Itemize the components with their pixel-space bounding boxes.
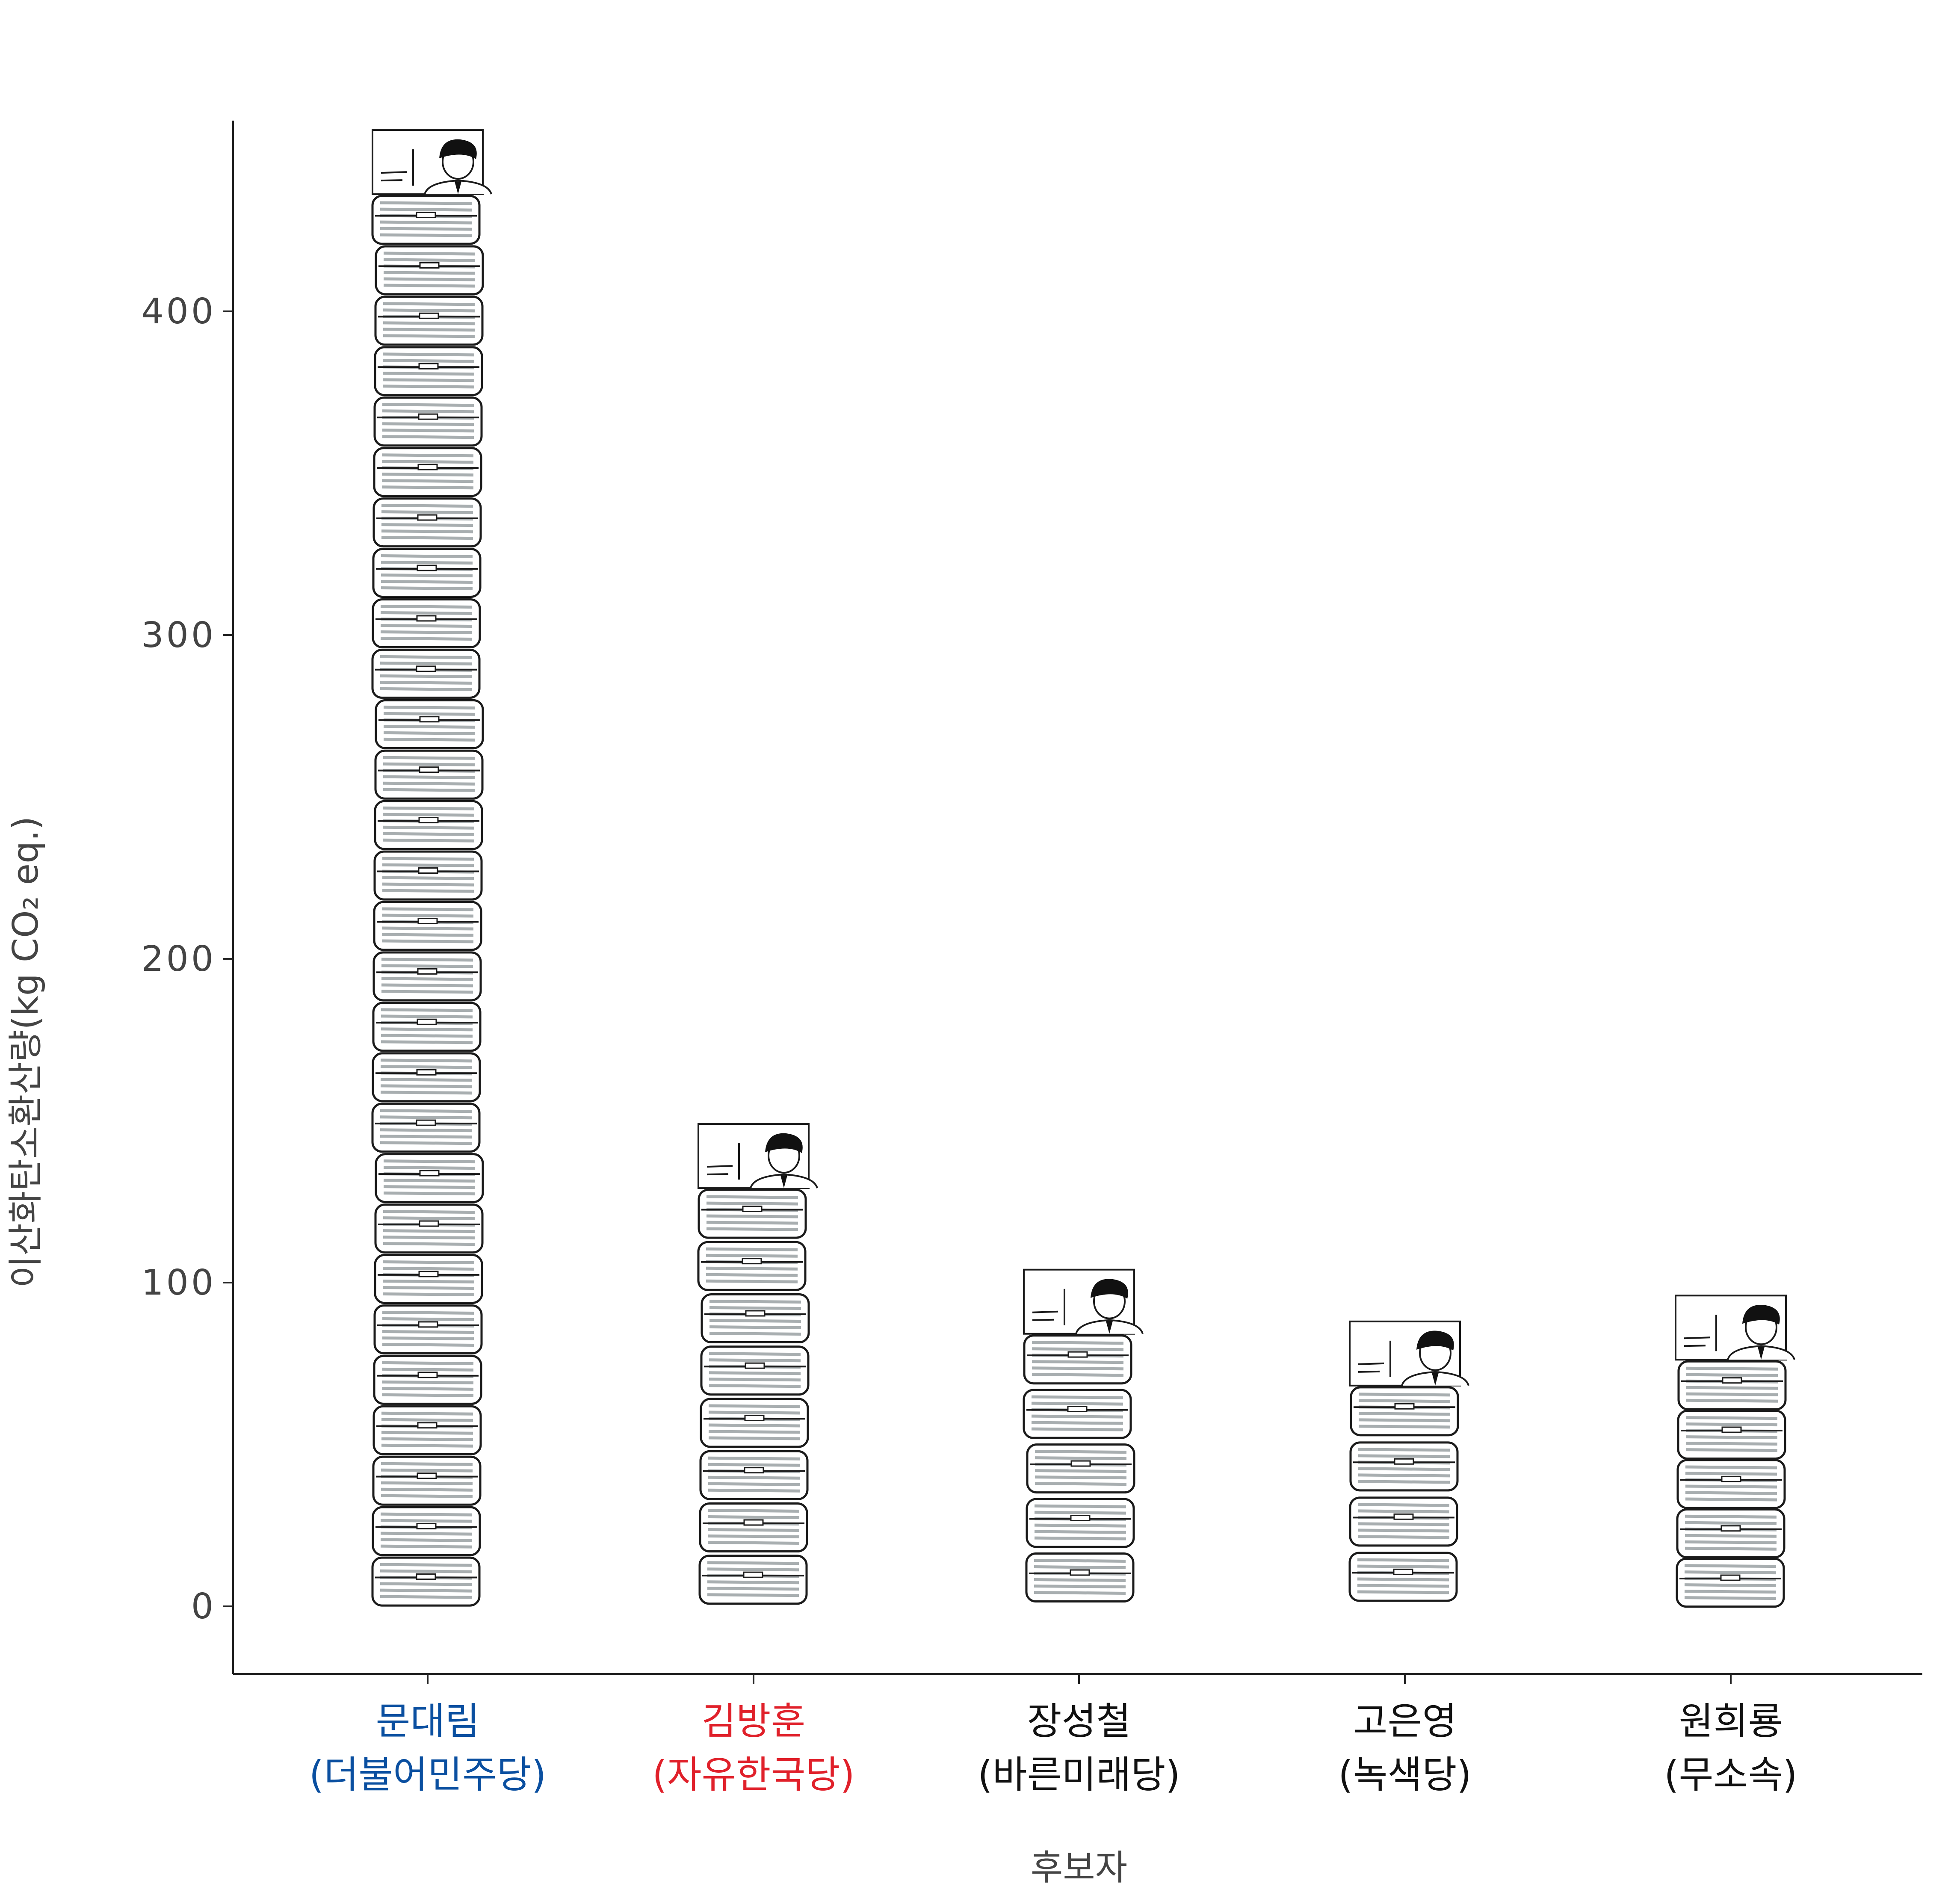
- box: [1026, 1443, 1135, 1494]
- box: [372, 1405, 482, 1455]
- box: [372, 1506, 481, 1556]
- box: [373, 901, 482, 951]
- y-tick-label: 100: [141, 1262, 216, 1303]
- box: [1677, 1360, 1787, 1410]
- box: [1676, 1508, 1785, 1558]
- y-tick-label: 400: [141, 291, 216, 332]
- box: [1023, 1334, 1132, 1385]
- bar: [697, 1123, 818, 1605]
- box: [1350, 1386, 1459, 1437]
- box: [1677, 1410, 1786, 1460]
- campaign-poster-icon: [698, 1123, 818, 1189]
- category-name-label: 문대림: [376, 1699, 480, 1743]
- box: [372, 1455, 482, 1506]
- category-party-label: (녹색당): [1338, 1753, 1472, 1797]
- box: [373, 850, 483, 901]
- box: [372, 951, 482, 1002]
- y-tick-label: 200: [141, 939, 216, 979]
- box: [1676, 1558, 1785, 1608]
- box: [371, 1556, 481, 1607]
- box: [699, 1502, 808, 1553]
- box: [375, 1153, 484, 1203]
- bar: [371, 129, 492, 1607]
- box: [373, 447, 482, 497]
- box: [372, 598, 481, 648]
- category-name-label: 장성철: [1027, 1699, 1131, 1743]
- category-name-label: 김방훈: [702, 1699, 806, 1743]
- box: [372, 1002, 482, 1052]
- box: [374, 1203, 484, 1254]
- box: [700, 1345, 810, 1396]
- box: [371, 1103, 481, 1153]
- box: [375, 245, 484, 296]
- bar: [1348, 1320, 1469, 1602]
- box: [1349, 1441, 1459, 1492]
- x-axis: [233, 1673, 1922, 1684]
- box: [374, 346, 483, 396]
- bar: [1675, 1295, 1795, 1608]
- box: [372, 497, 482, 548]
- box: [700, 1398, 809, 1448]
- box: [372, 548, 482, 598]
- box: [371, 195, 481, 245]
- campaign-poster-icon: [372, 129, 492, 195]
- box: [698, 1555, 808, 1605]
- y-axis: 0 100 200 300 400: [141, 121, 234, 1674]
- box: [1349, 1496, 1458, 1547]
- box: [373, 1304, 483, 1354]
- box: [371, 648, 481, 699]
- box: [374, 1254, 483, 1304]
- box: [699, 1450, 809, 1500]
- bars: [371, 129, 1795, 1608]
- box: [1348, 1552, 1458, 1602]
- campaign-poster-icon: [1349, 1320, 1469, 1387]
- box: [372, 1052, 481, 1103]
- box: [374, 296, 484, 346]
- box: [374, 800, 483, 850]
- box: [1676, 1459, 1786, 1509]
- box: [373, 1354, 482, 1405]
- category-party-label: (더불어민주당): [309, 1753, 546, 1797]
- category-labels: 문대림 (더불어민주당) 김방훈 (자유한국당) 장성철 (바른미래당) 고은영 (녹색당) 원…: [309, 1699, 1797, 1797]
- category-party-label: (바른미래당): [978, 1753, 1180, 1797]
- y-axis-title: 이산화탄소환산량(kg CO₂ eq.): [6, 816, 46, 1288]
- campaign-poster-icon: [1023, 1268, 1144, 1335]
- y-tick-label: 0: [191, 1586, 216, 1627]
- category-party-label: (자유한국당): [652, 1753, 854, 1797]
- x-axis-title: 후보자: [1031, 1848, 1127, 1888]
- box: [698, 1189, 807, 1239]
- box: [374, 749, 484, 800]
- box: [1025, 1552, 1135, 1603]
- category-name-label: 원희룡: [1679, 1699, 1783, 1743]
- category-party-label: (무소속): [1664, 1753, 1797, 1797]
- box: [1023, 1389, 1132, 1439]
- box: [701, 1293, 810, 1344]
- box: [697, 1241, 807, 1291]
- bar: [1023, 1268, 1144, 1603]
- box: [373, 396, 483, 447]
- y-tick-label: 300: [141, 615, 216, 656]
- box: [375, 699, 484, 749]
- campaign-poster-icon: [1675, 1295, 1795, 1361]
- category-name-label: 고은영: [1353, 1699, 1457, 1743]
- box: [1026, 1498, 1135, 1548]
